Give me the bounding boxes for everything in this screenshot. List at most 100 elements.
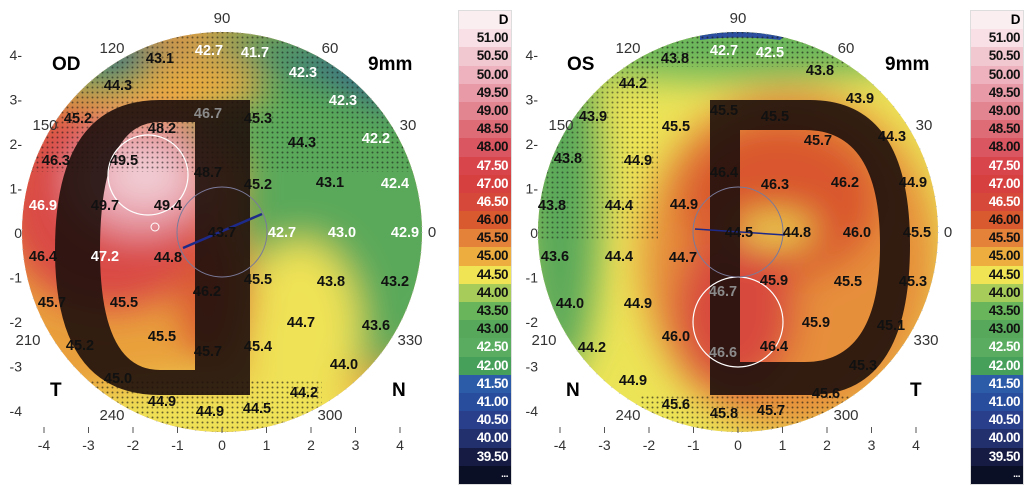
- od-keratometry-value: 44.5: [243, 401, 271, 417]
- od-letter-overlay: [55, 100, 250, 395]
- od-diameter-label: 9mm: [368, 54, 412, 75]
- os-meridian-label: 120: [615, 40, 640, 57]
- os-keratometry-value: 46.6: [709, 345, 737, 361]
- os-y-tick-label: 1-: [526, 181, 539, 197]
- color-scale-entry: 46.00: [459, 211, 511, 230]
- od-keratometry-value: 45.5: [244, 272, 272, 288]
- od-central-zone-circle: [176, 186, 268, 278]
- od-meridian-label: 330: [397, 332, 422, 349]
- color-scale-more: ...: [971, 465, 1023, 484]
- od-keratometry-value: 46.7: [194, 106, 222, 122]
- os-y-tick-label: -3: [526, 359, 539, 375]
- color-scale-entry: 47.50: [971, 156, 1023, 175]
- od-keratometry-value: 46.3: [42, 153, 70, 169]
- os-meridian-label: 30: [916, 117, 933, 134]
- od-meridian-label: 0: [428, 224, 436, 241]
- os-y-tick-label: -1: [526, 270, 539, 286]
- od-keratometry-value: 43.2: [381, 274, 409, 290]
- os-keratometry-value: 44.9: [670, 197, 698, 213]
- os-keratometry-value: 45.8: [710, 406, 738, 422]
- od-keratometry-value: 44.0: [330, 357, 358, 373]
- os-keratometry-value: 44.9: [619, 373, 647, 389]
- os-meridian-label: 150: [548, 117, 573, 134]
- os-keratometry-value: 46.0: [843, 225, 871, 241]
- color-scale-entry: 40.50: [459, 411, 511, 430]
- os-meridian-label: 330: [913, 332, 938, 349]
- color-scale-entry: 44.00: [459, 283, 511, 302]
- od-left-side-label: T: [50, 380, 62, 401]
- os-keratometry-value: 44.2: [619, 76, 647, 92]
- os-keratometry-value: 45.5: [834, 274, 862, 290]
- os-keratometry-value: 45.5: [761, 109, 789, 125]
- os-keratometry-value: 45.7: [757, 403, 785, 419]
- color-scale-entry: 46.00: [971, 211, 1023, 230]
- os-meridian-label: 60: [838, 40, 855, 57]
- od-keratometry-value: 42.7: [195, 43, 223, 59]
- os-keratometry-value: 45.1: [877, 318, 905, 334]
- os-keratometry-value: 46.0: [662, 329, 690, 345]
- od-x-tick-label: -4: [38, 437, 51, 453]
- os-diameter-label: 9mm: [885, 54, 929, 75]
- os-keratometry-value: 44.9: [624, 153, 652, 169]
- os-y-tick-label: -4: [526, 403, 539, 419]
- os-keratometry-value: 44.7: [669, 250, 697, 266]
- color-scale-entry: 49.00: [971, 101, 1023, 121]
- od-keratometry-value: 43.0: [328, 225, 356, 241]
- color-scale-entry: 47.50: [459, 156, 511, 175]
- color-scale-entry: 50.50: [971, 47, 1023, 66]
- od-keratometry-value: 45.2: [244, 177, 272, 193]
- os-y-tick-label: 0: [530, 225, 538, 241]
- color-scale-entry: 43.50: [971, 302, 1023, 321]
- os-keratometry-value: 45.7: [804, 133, 832, 149]
- od-keratometry-value: 46.2: [193, 284, 221, 300]
- od-keratometry-value: 42.3: [329, 93, 357, 109]
- color-scale-entry: 40.00: [971, 429, 1023, 448]
- color-scale-entry: 45.00: [459, 247, 511, 266]
- map-od: 42.7 41.7 43.1 42.3 44.3 42.3 46.7 45.3 45.2 48.2…: [21, 31, 423, 433]
- color-scale-entry: 45.00: [971, 247, 1023, 266]
- os-y-tick-label: 2-: [526, 136, 539, 152]
- color-scale-entry: 43.50: [459, 302, 511, 321]
- os-keratometry-value: 43.8: [554, 151, 582, 167]
- topography-figure: 42.7 41.7 43.1 42.3 44.3 42.3 46.7 45.3 45.2 48.2…: [10, 10, 953, 453]
- color-scale-unit: D: [971, 11, 1023, 30]
- color-scale-unit: D: [459, 11, 511, 30]
- od-axis-line: [182, 212, 263, 250]
- os-keratometry-value: 44.4: [605, 249, 633, 265]
- od-x-tick-label: 2: [307, 437, 315, 453]
- color-scale-entry: 44.50: [459, 265, 511, 284]
- od-meridian-label: 90: [214, 10, 231, 27]
- color-scale-entry: 48.00: [459, 138, 511, 157]
- os-x-tick-label: 0: [734, 437, 742, 453]
- os-x-tick-label: -3: [598, 437, 611, 453]
- od-keratometry-value: 45.4: [244, 339, 272, 355]
- color-scale-entry: 44.50: [971, 265, 1023, 284]
- od-keratometry-value: 42.9: [391, 225, 419, 241]
- color-scale-entry: 50.50: [459, 47, 511, 66]
- os-letter-overlay: [710, 100, 910, 395]
- os-keratometry-value: 44.9: [899, 175, 927, 191]
- od-y-tick-label: -2: [10, 314, 23, 330]
- os-keratometry-value: 45.3: [899, 274, 927, 290]
- os-keratometry-value: 45.5: [710, 103, 738, 119]
- os-keratometry-value: 46.4: [710, 165, 738, 181]
- color-scale-entry: 41.00: [971, 392, 1023, 412]
- os-keratometry-value: 45.5: [662, 119, 690, 135]
- od-keratometry-value: 44.2: [290, 385, 318, 401]
- os-keratometry-value: 46.4: [760, 339, 788, 355]
- od-keratometry-value: 45.5: [110, 295, 138, 311]
- os-x-tick-label: 4: [912, 437, 920, 453]
- os-keratometry-value: 45.3: [849, 358, 877, 374]
- os-keratometry-value: 44.2: [578, 340, 606, 356]
- od-keratometry-value: 45.7: [38, 295, 66, 311]
- od-keratometry-value: 44.9: [148, 394, 176, 410]
- color-scale-entry: 43.00: [459, 320, 511, 339]
- os-meridian-label: 0: [944, 224, 952, 241]
- od-y-tick-label: -3: [10, 359, 23, 375]
- od-meridian-label: 150: [32, 117, 57, 134]
- os-keratometry-value: 43.8: [538, 198, 566, 214]
- color-scale-entry: 45.50: [459, 229, 511, 248]
- color-scale-entry: 49.50: [459, 83, 511, 102]
- od-keratometry-value: 48.2: [148, 121, 176, 137]
- od-pupil-circle: [107, 134, 189, 216]
